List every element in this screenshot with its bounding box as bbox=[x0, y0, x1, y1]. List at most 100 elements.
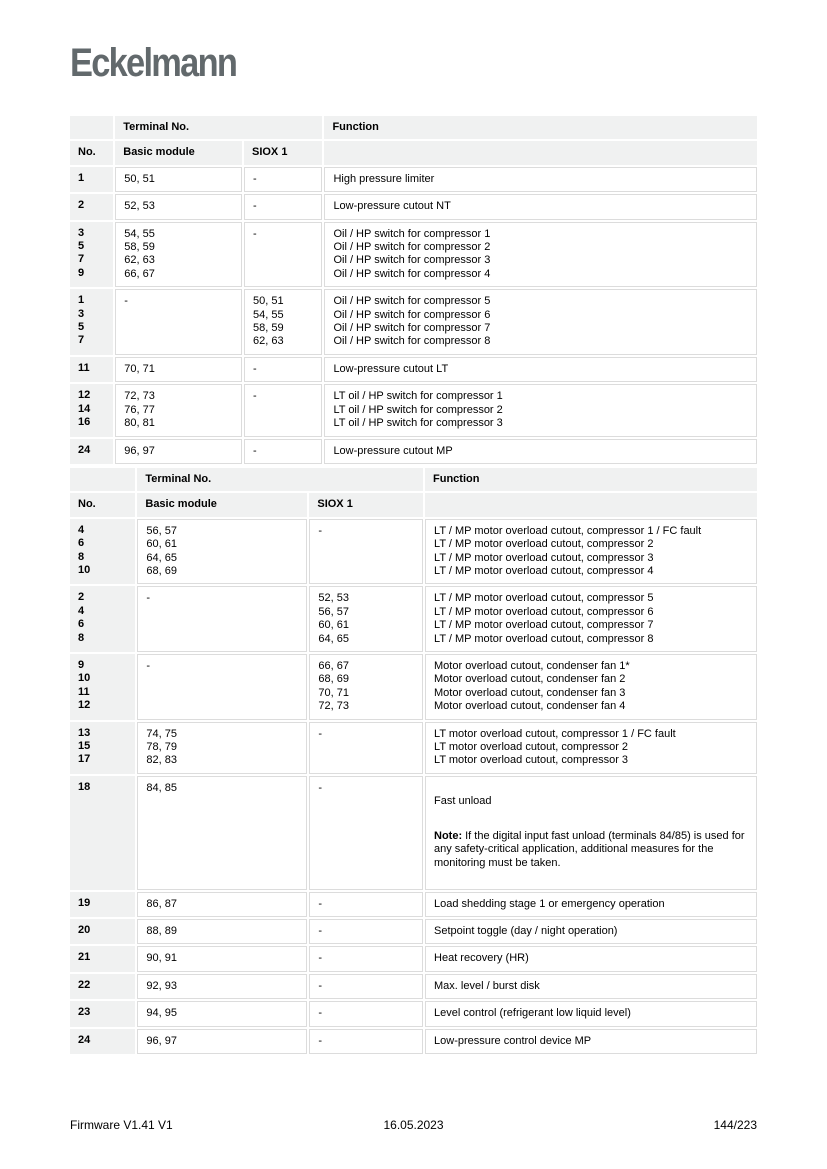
cell-no: 13 15 17 bbox=[70, 721, 136, 774]
cell-function: LT oil / HP switch for compressor 1 LT o… bbox=[324, 384, 757, 437]
table1-function-header: Function bbox=[324, 116, 757, 140]
cell-basic-module: 96, 97 bbox=[137, 1028, 308, 1055]
cell-siox1: 50, 51 54, 55 58, 59 62, 63 bbox=[243, 289, 323, 355]
cell-no: 1 bbox=[70, 166, 114, 193]
cell-no: 22 bbox=[70, 973, 136, 1000]
cell-basic-module: 54, 55 58, 59 62, 63 66, 67 bbox=[115, 221, 242, 288]
digital-inputs-table-1: Terminal No. Function No. Basic module S… bbox=[68, 114, 759, 466]
footer-firmware-version: Firmware V1.41 V1 bbox=[70, 1118, 173, 1132]
table1-header-row-1: Terminal No. Function bbox=[70, 116, 757, 140]
table1-empty-header-cell bbox=[324, 141, 757, 165]
table1-header-row-2: No. Basic module SIOX 1 bbox=[70, 141, 757, 165]
cell-siox1: - bbox=[309, 775, 424, 890]
table2-terminal-no-header: Terminal No. bbox=[137, 467, 424, 492]
cell-siox1: - bbox=[309, 919, 424, 945]
table-row: 3 5 7 9 54, 55 58, 59 62, 63 66, 67 - Oi… bbox=[70, 221, 757, 288]
cell-basic-module: - bbox=[137, 653, 308, 720]
cell-siox1: - bbox=[243, 194, 323, 220]
cell-basic-module: 90, 91 bbox=[137, 946, 308, 972]
cell-siox1: - bbox=[309, 721, 424, 774]
cell-basic-module: 88, 89 bbox=[137, 919, 308, 945]
cell-no: 12 14 16 bbox=[70, 384, 114, 437]
cell-siox1: - bbox=[243, 384, 323, 437]
cell-siox1: - bbox=[309, 1028, 424, 1055]
cell-function: High pressure limiter bbox=[324, 166, 757, 193]
cell-function: Max. level / burst disk bbox=[425, 973, 757, 1000]
cell-basic-module: - bbox=[115, 289, 242, 355]
table2-corner-cell bbox=[70, 467, 136, 492]
digital-inputs-table-2: Terminal No. Function No. Basic module S… bbox=[68, 466, 759, 1056]
cell-basic-module: 72, 73 76, 77 80, 81 bbox=[115, 384, 242, 437]
cell-no: 9 10 11 12 bbox=[70, 653, 136, 720]
cell-basic-module: 70, 71 bbox=[115, 356, 242, 383]
table-row: 11 70, 71 - Low-pressure cutout LT bbox=[70, 356, 757, 383]
table-row: 1 50, 51 - High pressure limiter bbox=[70, 166, 757, 193]
table-row: 13 15 17 74, 75 78, 79 82, 83 - LT motor… bbox=[70, 721, 757, 774]
table-row: 19 86, 87 - Load shedding stage 1 or eme… bbox=[70, 891, 757, 918]
cell-no: 2 4 6 8 bbox=[70, 586, 136, 652]
cell-no: 20 bbox=[70, 919, 136, 945]
table-row: 23 94, 95 - Level control (refrigerant l… bbox=[70, 1001, 757, 1027]
cell-function: LT / MP motor overload cutout, compresso… bbox=[425, 586, 757, 652]
table-row-fast-unload: 18 84, 85 - Fast unload Note: If the digi… bbox=[70, 775, 757, 890]
function-note: Note: If the digital input fast unload (t… bbox=[434, 830, 748, 870]
cell-no: 24 bbox=[70, 438, 114, 464]
table1-corner-cell bbox=[70, 116, 114, 140]
cell-no: 18 bbox=[70, 775, 136, 890]
table-row: 20 88, 89 - Setpoint toggle (day / night… bbox=[70, 919, 757, 945]
cell-function: LT motor overload cutout, compressor 1 /… bbox=[425, 721, 757, 774]
table-row: 2 4 6 8 - 52, 53 56, 57 60, 61 64, 65 LT… bbox=[70, 586, 757, 652]
function-main-text: Fast unload bbox=[434, 795, 492, 808]
table-row: 2 52, 53 - Low-pressure cutout NT bbox=[70, 194, 757, 220]
cell-no: 19 bbox=[70, 891, 136, 918]
table-row: 12 14 16 72, 73 76, 77 80, 81 - LT oil /… bbox=[70, 384, 757, 437]
note-text: If the digital input fast unload (termin… bbox=[434, 830, 745, 869]
page-footer: Firmware V1.41 V1 16.05.2023 144/223 bbox=[70, 1118, 757, 1132]
cell-no: 11 bbox=[70, 356, 114, 383]
cell-function: Low-pressure cutout MP bbox=[324, 438, 757, 464]
cell-function: Heat recovery (HR) bbox=[425, 946, 757, 972]
table1-terminal-no-header: Terminal No. bbox=[115, 116, 323, 140]
table-row: 1 3 5 7 - 50, 51 54, 55 58, 59 62, 63 Oi… bbox=[70, 289, 757, 355]
table2-no-header: No. bbox=[70, 493, 136, 517]
cell-no: 24 bbox=[70, 1028, 136, 1055]
cell-function: Low-pressure cutout LT bbox=[324, 356, 757, 383]
footer-date: 16.05.2023 bbox=[383, 1118, 444, 1132]
cell-siox1: - bbox=[309, 891, 424, 918]
cell-function: Oil / HP switch for compressor 1 Oil / H… bbox=[324, 221, 757, 288]
cell-siox1: - bbox=[309, 518, 424, 585]
cell-function: Load shedding stage 1 or emergency opera… bbox=[425, 891, 757, 918]
table-row: 4 6 8 10 56, 57 60, 61 64, 65 68, 69 - L… bbox=[70, 518, 757, 585]
cell-siox1: 52, 53 56, 57 60, 61 64, 65 bbox=[309, 586, 424, 652]
cell-no: 1 3 5 7 bbox=[70, 289, 114, 355]
cell-siox1: 66, 67 68, 69 70, 71 72, 73 bbox=[309, 653, 424, 720]
table-row: 22 92, 93 - Max. level / burst disk bbox=[70, 973, 757, 1000]
cell-basic-module: 94, 95 bbox=[137, 1001, 308, 1027]
cell-basic-module: 56, 57 60, 61 64, 65 68, 69 bbox=[137, 518, 308, 585]
cell-function: Motor overload cutout, condenser fan 1* … bbox=[425, 653, 757, 720]
table1-basic-module-header: Basic module bbox=[115, 141, 242, 165]
cell-function: Oil / HP switch for compressor 5 Oil / H… bbox=[324, 289, 757, 355]
cell-basic-module: 92, 93 bbox=[137, 973, 308, 1000]
cell-basic-module: - bbox=[137, 586, 308, 652]
cell-basic-module: 74, 75 78, 79 82, 83 bbox=[137, 721, 308, 774]
table2-basic-module-header: Basic module bbox=[137, 493, 308, 517]
table1-no-header: No. bbox=[70, 141, 114, 165]
tables-container: Terminal No. Function No. Basic module S… bbox=[68, 114, 759, 1056]
eckelmann-logo: Eckelmann bbox=[70, 41, 238, 85]
table-row: 24 96, 97 - Low-pressure cutout MP bbox=[70, 438, 757, 464]
table2-header-row-1: Terminal No. Function bbox=[70, 467, 757, 492]
cell-siox1: - bbox=[243, 166, 323, 193]
table2-header-row-2: No. Basic module SIOX 1 bbox=[70, 493, 757, 517]
cell-siox1: - bbox=[243, 356, 323, 383]
cell-function: Low-pressure control device MP bbox=[425, 1028, 757, 1055]
cell-function: Level control (refrigerant low liquid le… bbox=[425, 1001, 757, 1027]
cell-siox1: - bbox=[309, 973, 424, 1000]
cell-basic-module: 86, 87 bbox=[137, 891, 308, 918]
note-label: Note: bbox=[434, 830, 463, 843]
cell-no: 4 6 8 10 bbox=[70, 518, 136, 585]
table-row: 24 96, 97 - Low-pressure control device … bbox=[70, 1028, 757, 1055]
cell-no: 21 bbox=[70, 946, 136, 972]
cell-basic-module: 50, 51 bbox=[115, 166, 242, 193]
